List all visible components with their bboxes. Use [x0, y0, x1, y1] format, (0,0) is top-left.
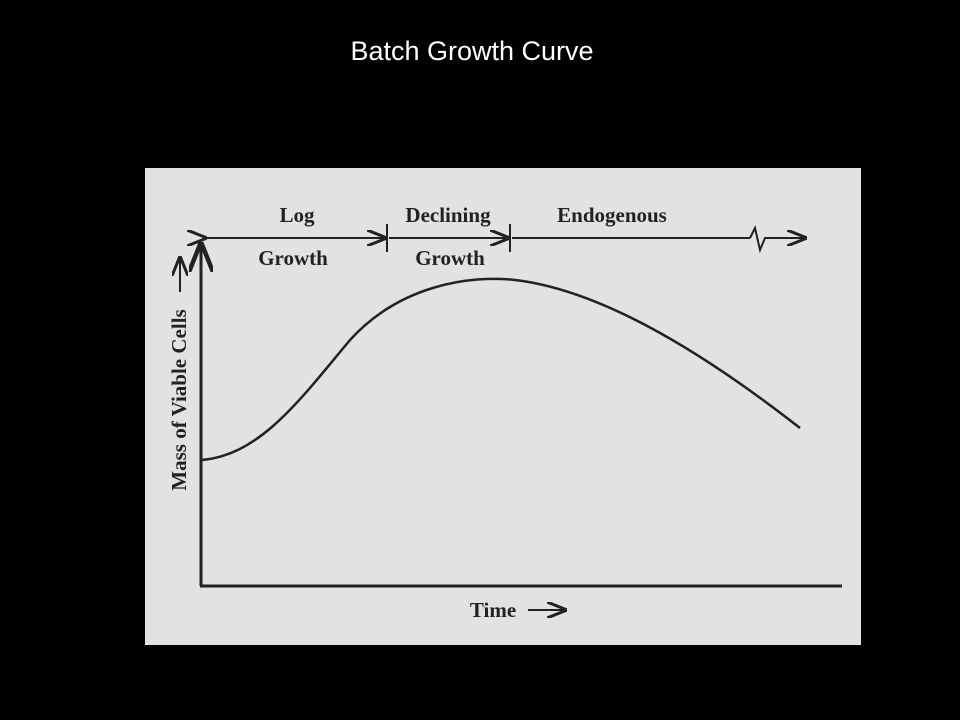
- phase-arrow-break: [749, 225, 805, 254]
- scan-background: [145, 168, 861, 645]
- x-axis-label: Time: [470, 598, 516, 622]
- y-axis-label: Mass of Viable Cells: [167, 309, 191, 490]
- growth-curve: [201, 277, 801, 462]
- phase-label: Log: [279, 203, 315, 227]
- phase-sublabel: Growth: [258, 246, 328, 270]
- slide-title: Batch Growth Curve: [350, 36, 594, 66]
- phase-label: Endogenous: [557, 203, 667, 227]
- phase-label: Declining: [405, 203, 491, 227]
- phase-sublabel: Growth: [415, 246, 485, 270]
